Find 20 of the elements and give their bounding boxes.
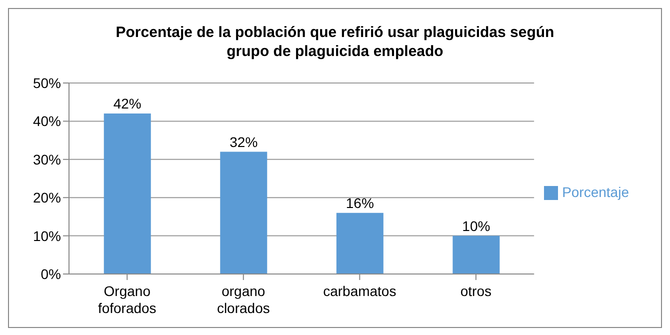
data-label: 16% xyxy=(346,194,374,211)
bar xyxy=(336,212,384,274)
legend-label: Porcentaje xyxy=(562,184,629,200)
x-tick-label: carbamatos xyxy=(323,283,396,299)
data-label: 32% xyxy=(230,134,258,150)
bar xyxy=(452,236,500,274)
x-tick-label: otros xyxy=(460,283,492,299)
y-tick-label: 0% xyxy=(40,266,61,282)
data-label: 10% xyxy=(462,218,490,234)
x-tick-label: Organo foforados xyxy=(98,283,156,316)
x-tick-label: organo clorados xyxy=(216,283,270,316)
y-tick-label: 10% xyxy=(32,228,61,244)
y-tick-label: 20% xyxy=(32,190,61,206)
bar xyxy=(104,114,151,274)
y-tick-label: 40% xyxy=(32,113,61,130)
data-label: 42% xyxy=(113,96,142,112)
y-tick-label: 30% xyxy=(32,151,61,168)
chart-title: Porcentaje de la población que refirió usar plaguicidas según grupo de plaguicida empleado xyxy=(114,23,556,61)
bar xyxy=(220,152,268,274)
y-tick-label: 50% xyxy=(32,74,61,91)
